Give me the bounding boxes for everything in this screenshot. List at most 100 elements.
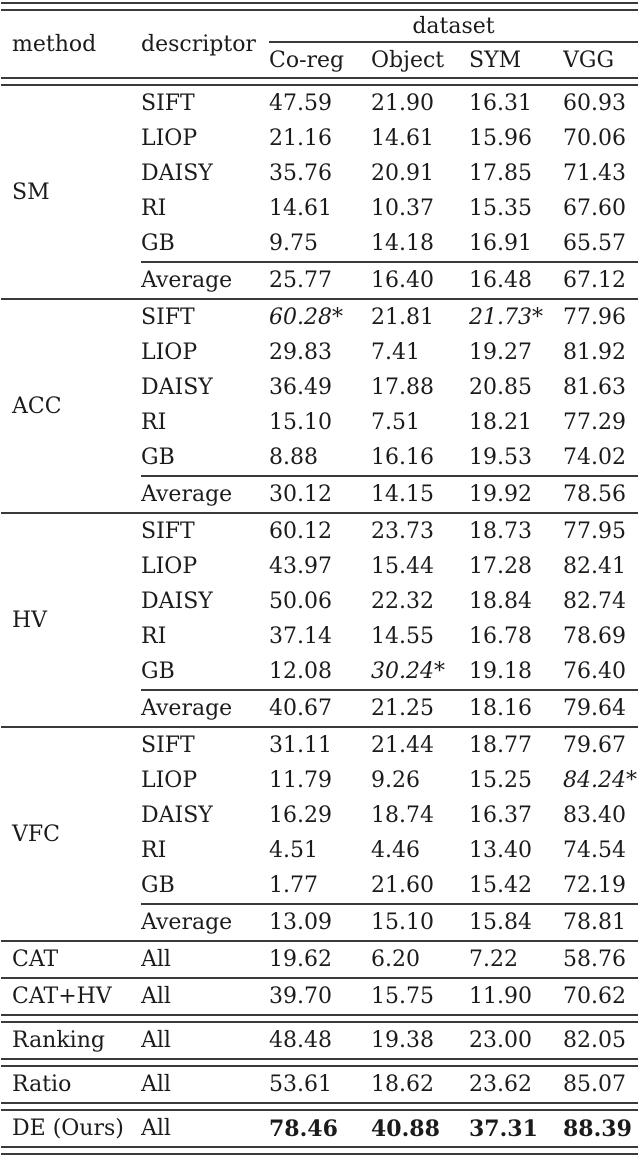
table-row: ACC SIFT 60.28* 21.81 21.73* 77.96 bbox=[1, 300, 638, 419]
value-cell: 15.96 bbox=[469, 126, 532, 151]
horizontal-rule-double bbox=[1, 1058, 638, 1067]
value-cell: 9.26 bbox=[371, 768, 420, 793]
rule-cell bbox=[1, 1146, 638, 1155]
value-cell: 70.62 bbox=[563, 984, 626, 1009]
table-row: HV SIFT 60.12 23.73 18.73 77.95 bbox=[1, 514, 638, 633]
value-cell: 78.81 bbox=[563, 903, 638, 941]
value-cell: 18.74 bbox=[371, 803, 434, 828]
value-cell: 22.32 bbox=[371, 589, 434, 614]
value-cell: 19.18 bbox=[469, 659, 532, 684]
value-cell: 21.81 bbox=[371, 305, 434, 330]
table-row: DAISY 50.06 22.32 18.84 82.74 bbox=[1, 584, 638, 619]
table-row: GB 9.75 14.18 16.91 65.57 bbox=[1, 226, 638, 262]
method-cell: ACC bbox=[12, 393, 62, 419]
table-row: GB 12.08 30.24* 19.18 76.40 bbox=[1, 654, 638, 690]
value-cell: 21.60 bbox=[371, 873, 434, 898]
value-cell: 16.16 bbox=[371, 445, 434, 470]
value-cell: 50.06 bbox=[269, 589, 332, 614]
table-row: GB 8.88 16.16 19.53 74.02 bbox=[1, 440, 638, 476]
value-cell: 81.92 bbox=[563, 340, 626, 365]
value-cell: 7.51 bbox=[371, 410, 420, 435]
table-row: Average 13.09 15.10 15.84 78.81 bbox=[1, 903, 638, 941]
header-dataset-sym: SYM bbox=[469, 47, 522, 73]
value-cell: 29.83 bbox=[269, 340, 332, 365]
value-cell: 20.91 bbox=[371, 161, 434, 186]
table-row: CAT All 19.62 6.20 7.22 58.76 bbox=[1, 942, 638, 978]
value-cell: 11.79 bbox=[269, 768, 332, 793]
rule-cell bbox=[1, 1014, 638, 1023]
table-row: RI 37.14 14.55 16.78 78.69 bbox=[1, 619, 638, 654]
value-cell: 15.10 bbox=[269, 410, 332, 435]
value-cell: 19.38 bbox=[371, 1028, 434, 1053]
table-row: RI 14.61 10.37 15.35 67.60 bbox=[1, 191, 638, 226]
descriptor-cell: All bbox=[141, 947, 171, 972]
value-cell: 7.41 bbox=[371, 340, 420, 365]
descriptor-cell: LIOP bbox=[141, 126, 198, 151]
table-row: LIOP 29.83 7.41 19.27 81.92 bbox=[1, 335, 638, 370]
rule-cell bbox=[1, 1102, 638, 1111]
descriptor-cell: Average bbox=[141, 903, 269, 941]
value-cell: 23.00 bbox=[469, 1028, 532, 1053]
method-cell: DE (Ours) bbox=[12, 1116, 124, 1141]
table-row: Ranking All 48.48 19.38 23.00 82.05 bbox=[1, 1022, 638, 1059]
value-cell: 18.21 bbox=[469, 410, 532, 435]
header-dataset: dataset bbox=[269, 10, 638, 43]
value-cell: 43.97 bbox=[269, 554, 332, 579]
value-cell: 74.02 bbox=[563, 445, 626, 470]
value-cell: 48.48 bbox=[269, 1028, 332, 1053]
value-cell: 36.49 bbox=[269, 375, 332, 400]
value-cell: 15.42 bbox=[469, 873, 532, 898]
value-cell: 30.12 bbox=[269, 475, 371, 513]
value-cell: 23.62 bbox=[469, 1072, 532, 1097]
value-cell: 16.78 bbox=[469, 624, 532, 649]
value-cell: 10.37 bbox=[371, 196, 434, 221]
value-cell: 4.51 bbox=[269, 838, 318, 863]
value-cell: 78.46 bbox=[269, 1115, 338, 1142]
value-cell: 16.37 bbox=[469, 803, 532, 828]
header-dataset-co-reg: Co-reg bbox=[269, 47, 345, 73]
header-descriptor: descriptor bbox=[141, 31, 256, 57]
descriptor-cell: GB bbox=[141, 231, 175, 256]
top-rule bbox=[1, 2, 638, 11]
descriptor-cell: All bbox=[141, 984, 171, 1009]
method-cell: VFC bbox=[12, 821, 60, 847]
value-cell: 19.92 bbox=[469, 475, 563, 513]
descriptor-cell: LIOP bbox=[141, 768, 198, 793]
value-cell: 17.85 bbox=[469, 161, 532, 186]
descriptor-cell: Average bbox=[141, 689, 269, 727]
value-cell: 60.93 bbox=[563, 91, 626, 116]
value-cell: 18.77 bbox=[469, 733, 532, 758]
table-body: SM SIFT 47.59 21.90 16.31 60.93 LIOP 21.16 14.61… bbox=[1, 85, 638, 1155]
value-cell: 76.40 bbox=[563, 659, 626, 684]
value-cell: 31.11 bbox=[269, 733, 332, 758]
table-row: LIOP 11.79 9.26 15.25 84.24* bbox=[1, 763, 638, 798]
value-cell: 15.84 bbox=[469, 903, 563, 941]
descriptor-cell: All bbox=[141, 1072, 171, 1097]
value-cell: 21.16 bbox=[269, 126, 332, 151]
method-cell: Ratio bbox=[12, 1072, 72, 1097]
value-cell: 21.73* bbox=[469, 305, 543, 330]
value-cell: 47.59 bbox=[269, 91, 332, 116]
value-cell: 30.24* bbox=[371, 659, 445, 684]
value-cell: 70.06 bbox=[563, 126, 626, 151]
value-cell: 85.07 bbox=[563, 1072, 626, 1097]
value-cell: 21.90 bbox=[371, 91, 434, 116]
value-cell: 40.67 bbox=[269, 689, 371, 727]
value-cell: 19.62 bbox=[269, 947, 332, 972]
table-row: CAT+HV All 39.70 15.75 11.90 70.62 bbox=[1, 979, 638, 1015]
value-cell: 60.28* bbox=[269, 305, 343, 330]
table-row: SM SIFT 47.59 21.90 16.31 60.93 bbox=[1, 85, 638, 205]
value-cell: 14.61 bbox=[371, 126, 434, 151]
value-cell: 16.91 bbox=[469, 231, 532, 256]
value-cell: 16.29 bbox=[269, 803, 332, 828]
descriptor-cell: DAISY bbox=[141, 161, 213, 186]
descriptor-cell: SIFT bbox=[141, 91, 195, 116]
value-cell: 18.73 bbox=[469, 519, 532, 544]
value-cell: 77.95 bbox=[563, 519, 626, 544]
table-row: DAISY 36.49 17.88 20.85 81.63 bbox=[1, 370, 638, 405]
table-row: Average 25.77 16.40 16.48 67.12 bbox=[1, 261, 638, 299]
header-bottom-rule bbox=[1, 77, 638, 86]
value-cell: 53.61 bbox=[269, 1072, 332, 1097]
value-cell: 20.85 bbox=[469, 375, 532, 400]
